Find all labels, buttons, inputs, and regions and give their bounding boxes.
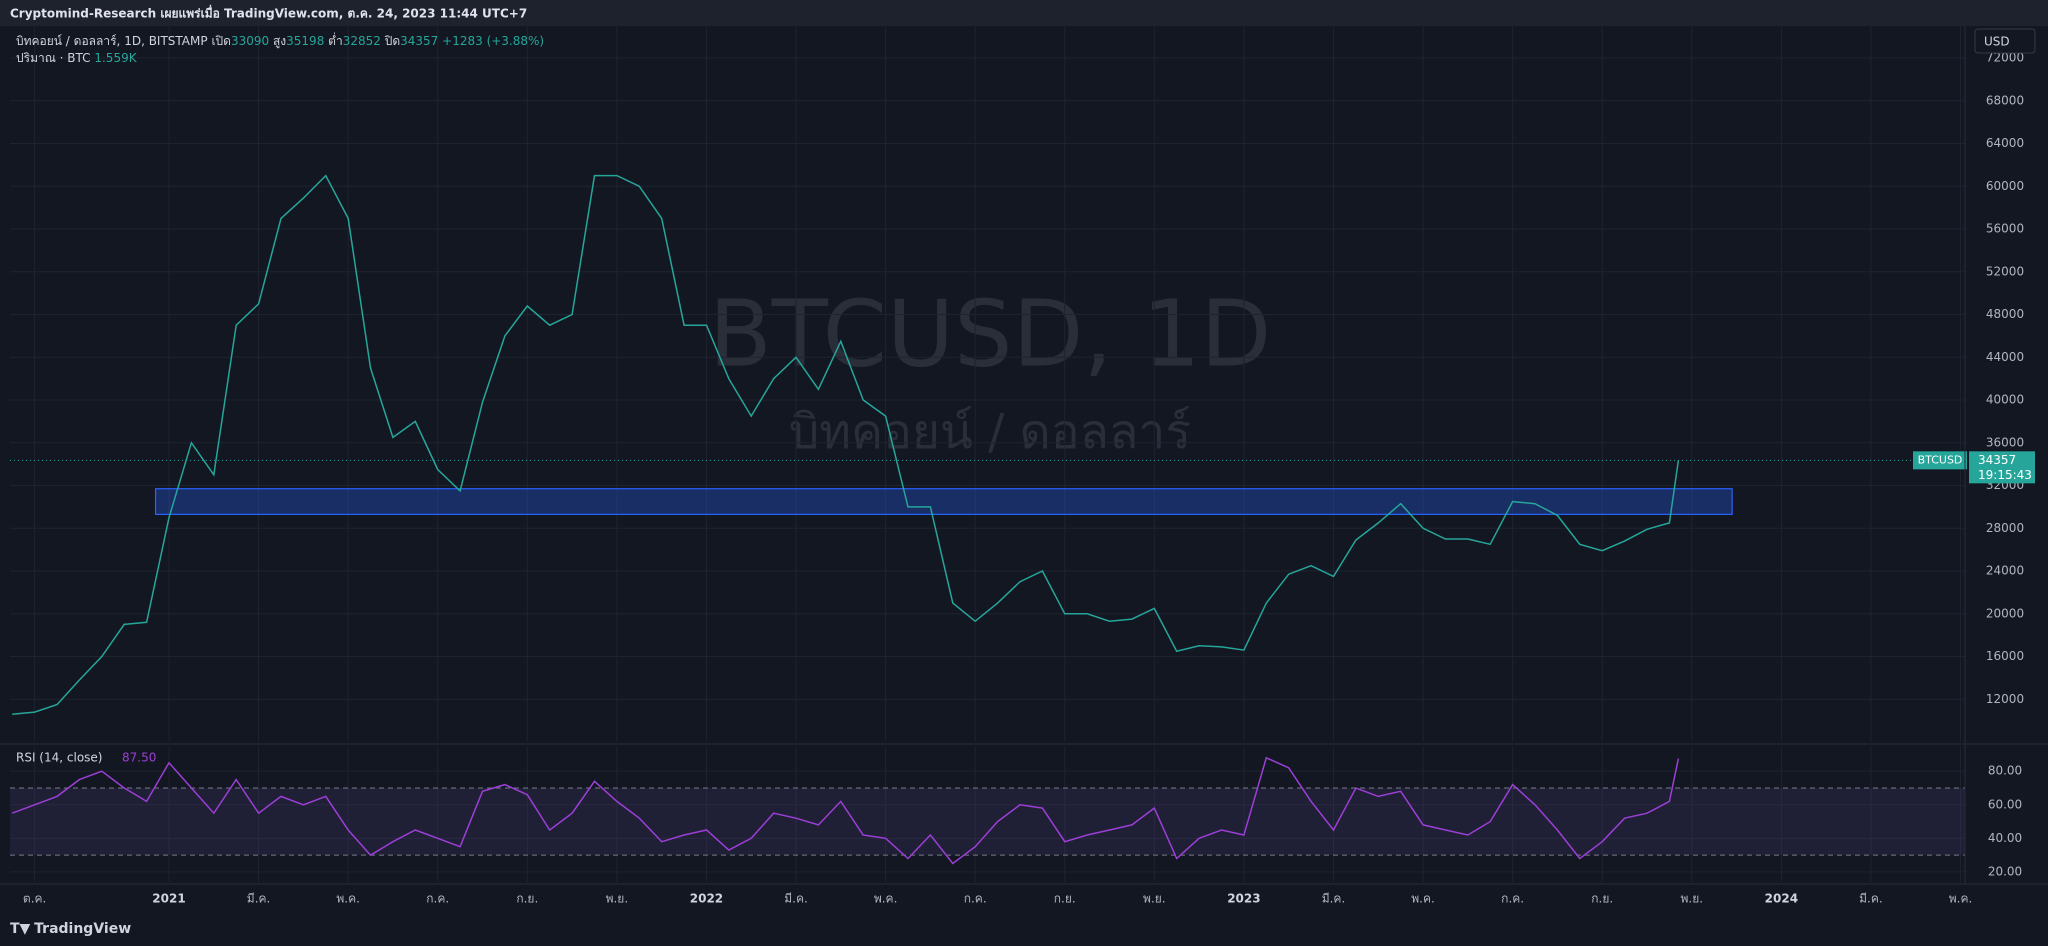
series-line	[11, 756, 1680, 865]
y-tick-label: 72000	[1986, 51, 2024, 65]
symbol-tag-label: BTCUSD	[1918, 453, 1963, 466]
y-tick-label: 16000	[1986, 649, 2024, 663]
y-tick-label: 24000	[1986, 564, 2024, 578]
x-tick-label: 2024	[1765, 892, 1798, 906]
x-tick-label: มี.ค.	[247, 892, 271, 906]
y-tick-label: 64000	[1986, 136, 2024, 150]
rsi-band	[10, 787, 1965, 856]
y-tick-label: 12000	[1986, 692, 2024, 706]
x-tick-label: ก.ย.	[1591, 892, 1613, 906]
y-tick-label: 40000	[1986, 393, 2024, 407]
x-tick-label: ก.ค.	[426, 892, 449, 906]
legend-label: ต่ำ	[328, 32, 343, 48]
x-tick-label: พ.ค.	[874, 892, 898, 906]
legend-label: เปิด	[211, 34, 231, 48]
y-tick-label: 20.00	[1988, 864, 2022, 878]
x-tick-label: ก.ย.	[516, 892, 538, 906]
x-tick-label: พ.ค.	[1411, 892, 1435, 906]
symbol-tag	[1913, 451, 1967, 470]
series-line	[12, 174, 1680, 715]
y-tick-label: 48000	[1986, 307, 2024, 321]
top-bar	[0, 0, 2048, 26]
x-tick-label: มี.ค.	[1859, 892, 1883, 906]
x-tick-label: พ.ย.	[1143, 892, 1166, 906]
indicator-title: RSI (14, close)	[16, 751, 102, 765]
countdown: 19:15:43	[1978, 468, 2032, 482]
x-tick-label: 2021	[152, 892, 185, 906]
indicator-value: 87.50	[122, 751, 156, 765]
legend-value: 35198	[286, 34, 324, 48]
x-tick-label: 2022	[690, 892, 723, 906]
currency-button[interactable]	[1974, 28, 2036, 54]
x-tick-label: ก.ค.	[1501, 892, 1524, 906]
price-tag-value: 34357	[1978, 453, 2016, 467]
price-tag	[1969, 451, 2035, 484]
currency[interactable]: USD	[1984, 35, 2010, 49]
legend-change: +1283 (+3.88%)	[442, 34, 544, 48]
y-tick-label: 40.00	[1988, 831, 2022, 845]
support-zone	[154, 488, 1733, 515]
y-tick-label: 68000	[1986, 93, 2024, 107]
price-pane	[10, 26, 1965, 742]
legend-symbol: บิทคอยน์ / ดอลลาร์, 1D, BITSTAMP	[16, 34, 208, 48]
publisher: Cryptomind-Research เผยแพร่เมื่อ Trading…	[10, 5, 527, 21]
legend-value: 32852	[343, 34, 381, 48]
x-tick-label: พ.ย.	[1681, 892, 1704, 906]
x-tick-label: มี.ค.	[784, 892, 808, 906]
x-tick-label: 2023	[1227, 892, 1260, 906]
x-tick-label: ก.ย.	[1054, 892, 1076, 906]
volume-line: ปริมาณ · BTC 1.559K	[16, 51, 138, 65]
x-tick-label: ต.ค.	[23, 892, 46, 906]
x-tick-label: มี.ค.	[1322, 892, 1346, 906]
x-tick-label: ก.ค.	[964, 892, 987, 906]
volume-label: ปริมาณ · BTC	[16, 51, 91, 65]
footer-brand: TradingView	[34, 921, 131, 937]
y-tick-label: 28000	[1986, 521, 2024, 535]
y-tick-label: 44000	[1986, 350, 2024, 364]
y-tick-label: 60.00	[1988, 797, 2022, 811]
y-tick-label: 20000	[1986, 606, 2024, 620]
legend-label: สูง	[273, 34, 286, 49]
watermark-subtitle: บิทคอยน์ / ดอลลาร์	[789, 404, 1191, 460]
footer-logo: T▼	[10, 921, 31, 937]
y-tick-label: 60000	[1986, 179, 2024, 193]
y-tick-label: 56000	[1986, 222, 2024, 236]
legend-value: 34357	[400, 34, 438, 48]
x-tick-label: พ.ค.	[1949, 892, 1973, 906]
footer[interactable]: T▼ TradingView	[10, 921, 131, 937]
watermark-title: BTCUSD, 1D	[709, 280, 1272, 387]
plot-layer: 1200016000200002400028000320003600040000…	[10, 26, 2035, 906]
legend-value: 33090	[231, 34, 269, 48]
x-tick-label: พ.ย.	[606, 892, 629, 906]
x-tick-label: พ.ค.	[336, 892, 360, 906]
volume-value: 1.559K	[94, 51, 137, 65]
legend-line: บิทคอยน์ / ดอลลาร์, 1D, BITSTAMP เปิด330…	[16, 32, 544, 49]
y-tick-label: 52000	[1986, 264, 2024, 278]
legend-label: ปิด	[384, 34, 400, 48]
y-tick-label: 36000	[1986, 435, 2024, 449]
y-tick-label: 80.00	[1988, 764, 2022, 778]
